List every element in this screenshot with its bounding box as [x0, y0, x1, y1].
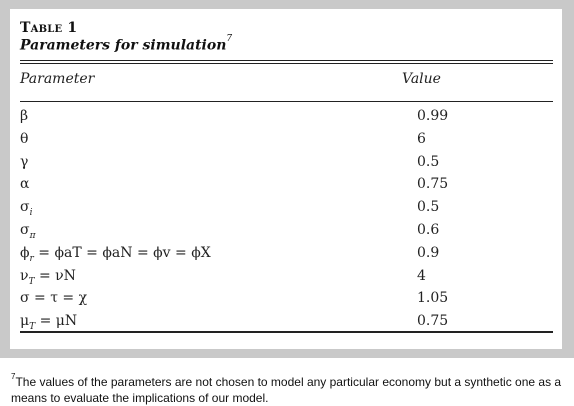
value-cell: 0.6 — [417, 221, 440, 238]
table-row: σi 0.5 — [20, 196, 553, 219]
parameter-cell: α — [20, 176, 29, 195]
parameter-symbol: ϕ — [20, 244, 30, 261]
table-row: α 0.75 — [20, 173, 553, 196]
top-rule-1 — [20, 60, 553, 61]
parameter-subscript: T — [28, 276, 35, 287]
value-cell: 0.75 — [417, 313, 449, 330]
bottom-rule — [20, 331, 553, 333]
parameter-subscript: i — [29, 207, 33, 218]
value-cell: 0.9 — [417, 244, 440, 261]
parameter-cell: μT = μN — [20, 313, 77, 332]
table-row: μT = μN 0.75 — [20, 310, 553, 333]
parameter-cell: νT = νN — [20, 268, 76, 287]
parameter-symbol: θ — [20, 130, 29, 147]
parameter-symbol: σ — [20, 221, 30, 238]
table-row: β 0.99 — [20, 105, 553, 128]
parameter-symbol: σ — [20, 199, 30, 216]
parameter-symbol: γ — [20, 153, 29, 170]
table-row: θ 6 — [20, 128, 553, 151]
parameter-cell: σi — [20, 199, 32, 218]
table-row: σπ 0.6 — [20, 219, 553, 242]
parameter-cell: γ — [20, 154, 28, 173]
parameter-rest: = μN — [35, 313, 78, 330]
parameter-cell: ϕr = ϕaT = ϕaN = ϕv = ϕX — [20, 245, 211, 264]
value-cell: 1.05 — [417, 290, 449, 307]
value-cell: 6 — [417, 130, 426, 147]
table-frame: Table 1 Parameters for simulation7 Param… — [0, 0, 574, 358]
table-row: σ = τ = χ 1.05 — [20, 287, 553, 310]
table-number: Table 1 — [20, 20, 78, 36]
parameter-cell: β — [20, 108, 28, 127]
value-cell: 0.5 — [417, 199, 440, 216]
parameter-subscript: r — [29, 253, 34, 264]
parameter-symbol: σ = τ = χ — [20, 290, 88, 307]
footnote: 7The values of the parameters are not ch… — [11, 371, 563, 406]
value-cell: 0.99 — [417, 108, 449, 124]
parameter-subscript: π — [29, 230, 36, 241]
table-row: νT = νN 4 — [20, 265, 553, 288]
table-title-text: Parameters for simulation — [20, 37, 227, 54]
value-cell: 4 — [417, 267, 426, 284]
parameter-cell: σπ — [20, 222, 35, 241]
parameter-rest: = ϕaT = ϕaN = ϕv = ϕX — [33, 244, 211, 261]
table-body: β 0.99 θ 6 γ 0.5 α 0.75 σi 0.5 σπ 0.6 — [20, 105, 553, 333]
footnote-text: The values of the parameters are not cho… — [11, 375, 562, 405]
table-title-footnote-mark: 7 — [226, 34, 233, 44]
footnote-mark: 7 — [11, 372, 16, 381]
table-row: ϕr = ϕaT = ϕaN = ϕv = ϕX 0.9 — [20, 242, 553, 265]
value-cell: 0.5 — [417, 153, 440, 170]
header-rule — [20, 101, 553, 102]
column-header-value: Value — [402, 71, 441, 87]
table-panel: Table 1 Parameters for simulation7 Param… — [10, 9, 562, 349]
parameter-cell: σ = τ = χ — [20, 290, 87, 309]
top-rule-2 — [20, 63, 553, 64]
parameter-symbol: α — [20, 176, 30, 193]
table-row: γ 0.5 — [20, 151, 553, 174]
parameter-symbol: ν — [20, 267, 29, 284]
parameter-subscript: T — [29, 321, 36, 332]
parameter-rest: = νN — [34, 267, 76, 284]
column-header-parameter: Parameter — [20, 71, 95, 87]
value-cell: 0.75 — [417, 176, 449, 193]
table-title: Parameters for simulation7 — [20, 34, 233, 54]
parameter-symbol: μ — [20, 313, 30, 330]
parameter-symbol: β — [20, 108, 29, 124]
parameter-cell: θ — [20, 131, 28, 150]
